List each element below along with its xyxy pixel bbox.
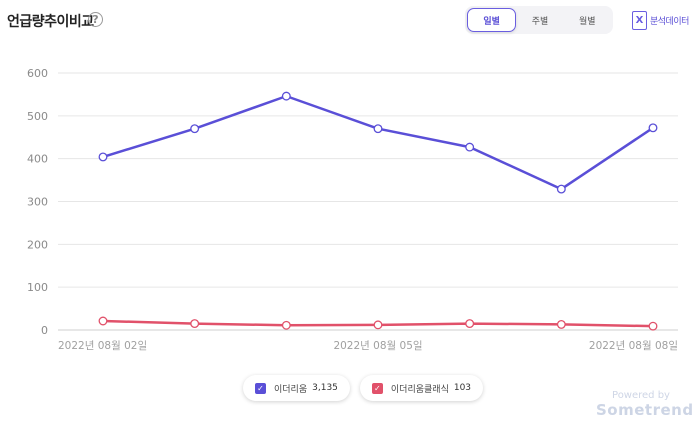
chart-legend: ✓ 이더리움 3,135 ✓ 이더리움클래식 103 bbox=[243, 375, 484, 401]
export-data-label: 분석데이터 bbox=[650, 16, 689, 27]
data-point bbox=[190, 124, 200, 134]
chart-header: 언급량추이비교 ? 일별 주별 월별 X 분석데이터 bbox=[0, 0, 700, 40]
tab-daily[interactable]: 일별 bbox=[467, 8, 517, 32]
x-tick-label: 2022년 08월 02일 bbox=[58, 339, 147, 352]
y-tick-label: 600 bbox=[27, 67, 48, 80]
tab-monthly[interactable]: 월별 bbox=[579, 16, 596, 27]
data-point bbox=[465, 319, 475, 329]
data-point bbox=[98, 152, 108, 162]
data-point bbox=[648, 321, 658, 331]
data-point bbox=[373, 320, 383, 330]
data-point bbox=[281, 91, 291, 101]
legend-label: 이더리움클래식 bbox=[390, 384, 449, 395]
data-point bbox=[373, 124, 383, 134]
legend-label: 이더리움 bbox=[274, 384, 308, 395]
legend-total: 3,135 bbox=[312, 383, 338, 393]
data-point bbox=[190, 319, 200, 329]
data-point bbox=[465, 142, 475, 152]
y-tick-label: 300 bbox=[27, 196, 48, 209]
y-tick-label: 200 bbox=[27, 238, 48, 251]
data-point bbox=[98, 316, 108, 326]
powered-by-branding: Powered by Sometrend bbox=[596, 390, 694, 419]
y-tick-label: 0 bbox=[41, 324, 48, 337]
check-icon: ✓ bbox=[255, 382, 266, 394]
y-tick-label: 100 bbox=[27, 281, 48, 294]
powered-by-text: Powered by bbox=[612, 390, 670, 401]
export-data-button[interactable]: X 분석데이터 bbox=[632, 9, 689, 31]
series-line bbox=[102, 94, 654, 191]
x-tick-label: 2022년 08월 05일 bbox=[333, 339, 422, 352]
data-point bbox=[556, 319, 566, 329]
data-point bbox=[281, 320, 291, 330]
y-tick-label: 500 bbox=[27, 110, 48, 123]
period-toggle: 일별 주별 월별 bbox=[465, 6, 613, 34]
mention-trend-chart: 0 100 200 300 400 500 600 2022년 08월 02일 2022년 08… bbox=[27, 67, 678, 352]
data-point bbox=[556, 184, 566, 194]
legend-total: 103 bbox=[453, 383, 472, 393]
help-icon[interactable]: ? bbox=[88, 12, 103, 27]
check-icon: ✓ bbox=[371, 382, 383, 394]
tab-weekly[interactable]: 주별 bbox=[531, 16, 549, 27]
excel-icon: X bbox=[632, 10, 647, 30]
legend-item-ethereum[interactable]: ✓ 이더리움 3,135 bbox=[243, 375, 350, 401]
x-tick-label: 2022년 08월 08일 bbox=[589, 339, 678, 352]
y-tick-label: 400 bbox=[27, 153, 48, 166]
legend-item-ethereum-classic[interactable]: ✓ 이더리움클래식 103 bbox=[359, 375, 484, 401]
data-point bbox=[648, 123, 658, 133]
brand-logo: Sometrend bbox=[596, 401, 694, 419]
page-title: 언급량추이비교 bbox=[7, 14, 94, 30]
